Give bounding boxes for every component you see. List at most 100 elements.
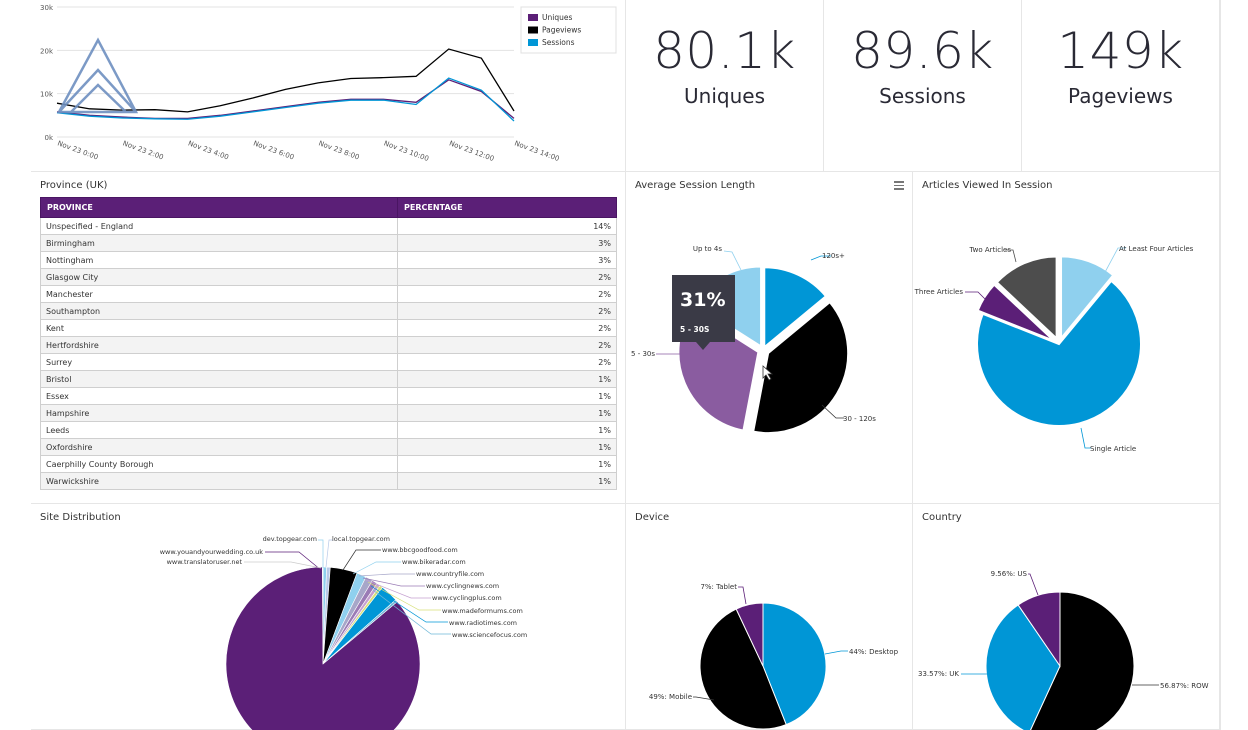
leader-line bbox=[1102, 247, 1126, 277]
percentage-cell: 1% bbox=[397, 370, 617, 388]
pie-slice bbox=[995, 255, 1058, 341]
stat-value: 149k bbox=[1057, 22, 1184, 80]
legend-label: Sessions bbox=[542, 38, 575, 47]
leader-line bbox=[365, 579, 431, 599]
stat-value: 89.6k bbox=[851, 22, 994, 80]
leader-line bbox=[370, 585, 448, 623]
pie-slice bbox=[976, 279, 1142, 427]
table-row: Bristol 1% bbox=[40, 370, 617, 388]
table-row: Glasgow City 2% bbox=[40, 268, 617, 286]
table-row: Warwickshire 1% bbox=[40, 472, 617, 490]
slice-label: www.youandyourwedding.co.uk bbox=[160, 548, 264, 556]
pie-slice bbox=[225, 566, 421, 730]
tooltip-label: 5 - 30S bbox=[680, 325, 709, 334]
leader-line bbox=[693, 696, 715, 701]
x-tick-label: Nov 23 4:00 bbox=[187, 139, 230, 161]
panel-title: Average Session Length bbox=[635, 180, 756, 191]
slice-label: www.radiotimes.com bbox=[449, 619, 517, 627]
legend-label: Pageviews bbox=[542, 26, 581, 35]
panel-title: Site Distribution bbox=[40, 512, 121, 523]
percentage-cell: 2% bbox=[397, 285, 617, 303]
pie-slice bbox=[735, 602, 764, 667]
pie-slice bbox=[1017, 591, 1061, 668]
slice-label: At Least Four Articles bbox=[1119, 245, 1194, 253]
y-tick-label: 10k bbox=[40, 91, 54, 99]
x-tick-label: Nov 23 10:00 bbox=[383, 139, 430, 163]
province-table: PROVINCE PERCENTAGE Unspecified - Englan… bbox=[40, 197, 617, 490]
leader-line bbox=[265, 551, 322, 571]
province-cell: Glasgow City bbox=[40, 268, 398, 286]
slice-label: www.bbcgoodfood.com bbox=[382, 546, 458, 554]
slice-label: Two Articles bbox=[969, 246, 1012, 254]
panel-title: Device bbox=[635, 512, 670, 523]
slice-label: 120s+ bbox=[822, 252, 845, 260]
hamburger-menu-icon[interactable] bbox=[894, 179, 904, 192]
left-edge bbox=[0, 0, 32, 730]
panel-title: Articles Viewed In Session bbox=[922, 180, 1053, 191]
slice-label: dev.topgear.com bbox=[263, 535, 317, 543]
device-panel: Device 44%: Desktop 49%: Mobile 7%: Tablet bbox=[626, 504, 913, 730]
slice-label: www.translatoruser.net bbox=[167, 558, 243, 566]
province-cell: Oxfordshire bbox=[40, 438, 398, 456]
pie-slice bbox=[762, 602, 827, 726]
site-distribution-pie: www.youandyourwedding.co.uk www.translato… bbox=[160, 535, 527, 730]
pie-slice bbox=[752, 300, 850, 435]
articles-panel: Articles Viewed In Session At Least Four… bbox=[913, 172, 1220, 504]
x-tick-label: Nov 23 2:00 bbox=[122, 139, 165, 161]
leader-line bbox=[821, 404, 844, 419]
percentage-cell: 1% bbox=[397, 387, 617, 405]
percentage-cell: 1% bbox=[397, 421, 617, 439]
legend: Uniques Pageviews Sessions bbox=[520, 6, 617, 54]
column-header-percentage[interactable]: PERCENTAGE bbox=[397, 197, 617, 218]
y-tick-label: 20k bbox=[40, 47, 54, 55]
province-cell: Hertfordshire bbox=[40, 336, 398, 354]
slice-label: www.cyclingplus.com bbox=[432, 594, 502, 602]
province-panel: Province (UK) PROVINCE PERCENTAGE Unspec… bbox=[31, 172, 626, 504]
percentage-cell: 2% bbox=[397, 336, 617, 354]
table-row: Hampshire 1% bbox=[40, 404, 617, 422]
pie-slice bbox=[1029, 591, 1135, 730]
province-cell: Leeds bbox=[40, 421, 398, 439]
table-row: Oxfordshire 1% bbox=[40, 438, 617, 456]
pie-slice bbox=[1060, 255, 1115, 342]
stat-uniques: 80.1k Uniques bbox=[626, 0, 824, 172]
leader-line bbox=[352, 561, 401, 575]
leader-line bbox=[318, 539, 324, 568]
tooltip-arrow bbox=[696, 342, 710, 350]
leader-line bbox=[824, 650, 848, 655]
pie-slice bbox=[976, 283, 1055, 342]
percentage-cell: 1% bbox=[397, 438, 617, 456]
line-chart-panel: 0k 10k 20k 30k Nov 23 0:00 Nov 23 2:00 Nov 23 … bbox=[31, 0, 626, 172]
leader-line bbox=[325, 539, 333, 568]
country-panel: Country 56.87%: ROW 33.57%: UK 9.56%: US bbox=[913, 504, 1220, 730]
percentage-cell: 2% bbox=[397, 319, 617, 337]
slice-label: 33.57%: UK bbox=[918, 670, 959, 678]
slice-label: 30 - 120s bbox=[843, 415, 876, 423]
x-tick-label: Nov 23 14:00 bbox=[513, 139, 560, 163]
right-edge bbox=[1220, 0, 1248, 730]
table-row: Caerphilly County Borough 1% bbox=[40, 455, 617, 473]
slice-label: www.countryfile.com bbox=[416, 570, 484, 578]
panel-title: Country bbox=[922, 512, 962, 523]
legend-swatch bbox=[528, 26, 538, 34]
province-cell: Birmingham bbox=[40, 234, 398, 252]
percentage-cell: 14% bbox=[397, 217, 617, 235]
province-cell: Hampshire bbox=[40, 404, 398, 422]
slice-label: Up to 4s bbox=[693, 245, 722, 253]
leader-line bbox=[810, 255, 831, 261]
province-cell: Southampton bbox=[40, 302, 398, 320]
slice-label: www.bikeradar.com bbox=[402, 558, 466, 566]
stat-pageviews: 149k Pageviews bbox=[1022, 0, 1220, 172]
line-chart: 0k 10k 20k 30k Nov 23 0:00 Nov 23 2:00 Nov 23 … bbox=[40, 4, 617, 163]
panel-title: Province (UK) bbox=[40, 180, 108, 191]
legend-swatch bbox=[528, 39, 538, 46]
province-cell: Warwickshire bbox=[40, 472, 398, 490]
column-header-province[interactable]: PROVINCE bbox=[40, 197, 398, 218]
percentage-cell: 3% bbox=[397, 234, 617, 252]
percentage-cell: 2% bbox=[397, 302, 617, 320]
table-row: Manchester 2% bbox=[40, 285, 617, 303]
table-row: Southampton 2% bbox=[40, 302, 617, 320]
leader-line bbox=[1080, 427, 1091, 449]
stat-sessions: 89.6k Sessions bbox=[824, 0, 1022, 172]
province-cell: Caerphilly County Borough bbox=[40, 455, 398, 473]
